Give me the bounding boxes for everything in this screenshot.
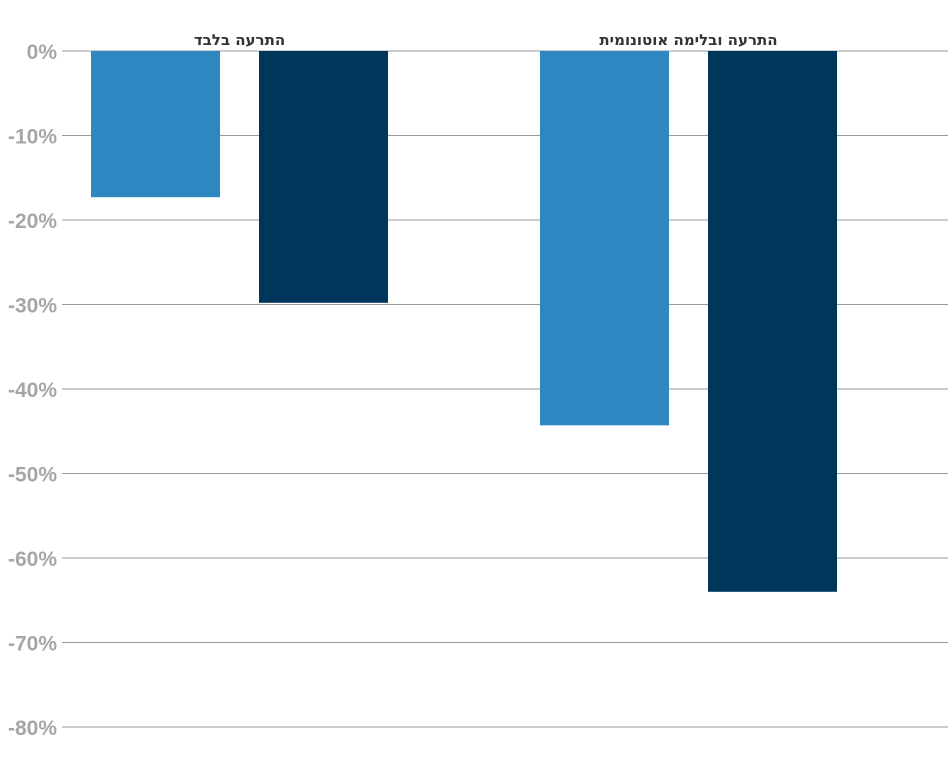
category-label: התרעה בלבד — [194, 31, 285, 49]
bar-cat2-series2 — [708, 51, 837, 592]
y-tick-label: -20% — [8, 210, 57, 233]
y-tick-label: -60% — [8, 548, 57, 571]
bar-cat2-series1 — [540, 51, 669, 426]
y-tick-label: -50% — [8, 464, 57, 487]
y-tick-label: -30% — [8, 295, 57, 318]
y-tick-label: -80% — [8, 717, 57, 740]
bars — [91, 51, 837, 592]
y-tick-label: -10% — [8, 126, 57, 149]
category-label: התרעה ובלימה אוטונומית — [599, 31, 777, 49]
y-axis-tick-labels: 0% -10% -20% -30% -40% -50% -60% -70% -80% — [8, 41, 57, 740]
category-labels: התרעה בלבד התרעה ובלימה אוטונומית — [194, 31, 778, 49]
y-tick-label: 0% — [27, 41, 58, 64]
bar-cat1-series1 — [91, 51, 220, 198]
y-tick-label: -70% — [8, 633, 57, 656]
y-tick-label: -40% — [8, 379, 57, 402]
bar-cat1-series2 — [259, 51, 388, 303]
